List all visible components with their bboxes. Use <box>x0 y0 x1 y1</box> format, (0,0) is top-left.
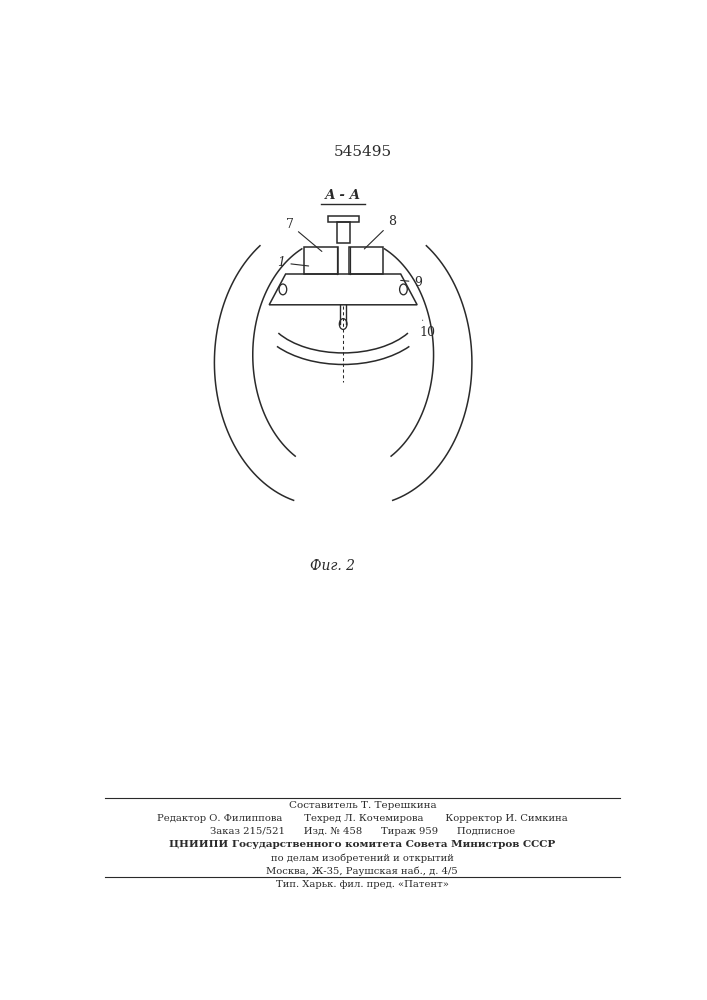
Text: 1: 1 <box>277 256 309 269</box>
Text: ЦНИИПИ Государственного комитета Совета Министров СССР: ЦНИИПИ Государственного комитета Совета … <box>169 840 556 849</box>
Text: Составитель Т. Терешкина: Составитель Т. Терешкина <box>288 801 436 810</box>
Text: 8: 8 <box>364 215 396 249</box>
Text: А - А: А - А <box>325 189 361 202</box>
Text: Заказ 215/521      Изд. № 458      Тираж 959      Подписное: Заказ 215/521 Изд. № 458 Тираж 959 Подпи… <box>210 827 515 836</box>
Text: 545495: 545495 <box>333 145 392 159</box>
Text: 7: 7 <box>286 218 322 251</box>
Text: Тип. Харьк. фил. пред. «Патент»: Тип. Харьк. фил. пред. «Патент» <box>276 880 449 889</box>
Text: Фиг. 2: Фиг. 2 <box>310 559 355 573</box>
Text: Редактор О. Филиппова       Техред Л. Кочемирова       Корректор И. Симкина: Редактор О. Филиппова Техред Л. Кочемиро… <box>157 814 568 823</box>
Text: 9: 9 <box>401 276 422 289</box>
Text: 10: 10 <box>420 320 436 339</box>
Text: Москва, Ж-35, Раушская наб., д. 4/5: Москва, Ж-35, Раушская наб., д. 4/5 <box>267 866 458 876</box>
Text: по делам изобретений и открытий: по делам изобретений и открытий <box>271 853 454 863</box>
